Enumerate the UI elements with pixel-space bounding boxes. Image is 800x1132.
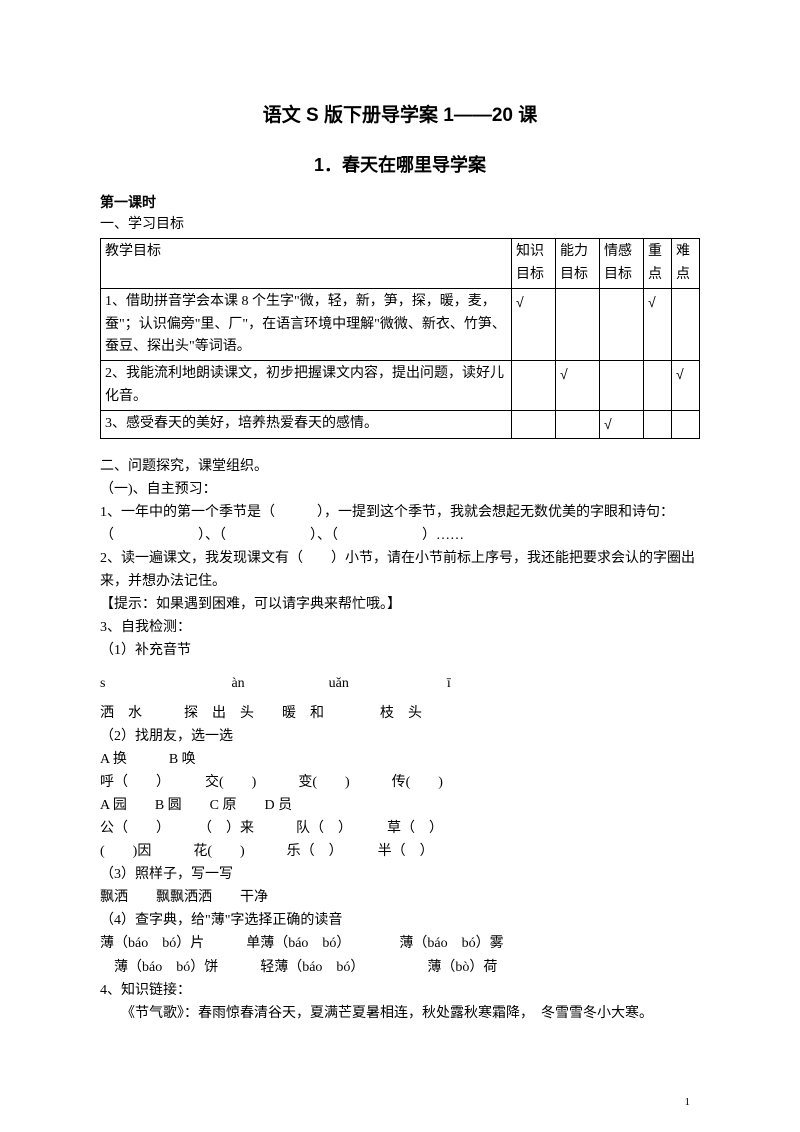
q3-3: （3）照样子，写一写 — [100, 863, 700, 886]
q3-2: （2）找朋友，选一选 — [100, 725, 700, 748]
section2-heading: 二、问题探究，课堂组织。 — [100, 455, 700, 478]
check-cell — [556, 289, 600, 361]
ab-line5: ( )因 花( ) 乐（ ） 半（ ） — [100, 840, 700, 863]
table-row: 3、感受春天的美好，培养热爱春天的感情。 √ — [101, 411, 700, 438]
check-cell — [600, 361, 644, 411]
goal-cell: 2、我能流利地朗读课文，初步把握课文内容，提出问题，读好儿化音。 — [101, 361, 512, 411]
q3: 3、自我检测： — [100, 616, 700, 639]
sub-title: 1．春天在哪里导学案 — [100, 151, 700, 177]
th-knowledge: 知识目标 — [512, 239, 556, 289]
page-number: 1 — [685, 1096, 691, 1108]
ex3-line: 飘洒 飘飘洒洒 干净 — [100, 886, 700, 909]
th-emotion: 情感目标 — [600, 239, 644, 289]
q3-4: （4）查字典，给"薄"字选择正确的读音 — [100, 909, 700, 932]
check-cell: √ — [556, 361, 600, 411]
check-cell — [512, 361, 556, 411]
check-cell — [600, 289, 644, 361]
bo-line2: 薄（báo bó）饼 轻薄（báo bó） 薄（bò）荷 — [100, 956, 700, 979]
th-goal: 教学目标 — [101, 239, 512, 289]
th-ability: 能力目标 — [556, 239, 600, 289]
jieqi: 《节气歌》：春雨惊春清谷天，夏满芒夏暑相连，秋处露秋寒霜降， 冬雪雪冬小大寒。 — [100, 1002, 700, 1025]
check-cell — [672, 289, 700, 361]
table-row: 1、借助拼音学会本课 8 个生字"微，轻，新，笋，探，暖，麦，蚕"；认识偏旁"里… — [101, 289, 700, 361]
check-cell: √ — [512, 289, 556, 361]
ab-line3: A 园 B 圆 C 原 D 员 — [100, 794, 700, 817]
main-title: 语文 S 版下册导学案 1——20 课 — [100, 100, 700, 127]
sub-2-1: （一)、自主预习： — [100, 478, 700, 501]
hanzi-row: 洒 水 探 出 头 暖 和 枝 头 — [100, 702, 700, 725]
section1-heading: 一、学习目标 — [100, 213, 700, 236]
hint: 【提示：如果遇到困难，可以请字典来帮忙哦。】 — [100, 593, 700, 616]
check-cell: √ — [672, 361, 700, 411]
goal-cell: 3、感受春天的美好，培养热爱春天的感情。 — [101, 411, 512, 438]
check-cell — [512, 411, 556, 438]
check-cell: √ — [600, 411, 644, 438]
ab-line2: 呼（ ） 交( ) 变( ) 传( ) — [100, 771, 700, 794]
th-key: 重点 — [644, 239, 672, 289]
check-cell — [556, 411, 600, 438]
th-hard: 难点 — [672, 239, 700, 289]
table-row: 2、我能流利地朗读课文，初步把握课文内容，提出问题，读好儿化音。 √ √ — [101, 361, 700, 411]
check-cell — [644, 361, 672, 411]
q4: 4、知识链接： — [100, 979, 700, 1002]
check-cell — [672, 411, 700, 438]
pinyin-row: s àn uǎn ī — [100, 672, 700, 695]
ab-line4: 公（ ） （ ）来 队（ ） 草（ ） — [100, 817, 700, 840]
lesson-label: 第一课时 — [100, 191, 700, 213]
check-cell: √ — [644, 289, 672, 361]
goal-table: 教学目标 知识目标 能力目标 情感目标 重点 难点 1、借助拼音学会本课 8 个… — [100, 238, 700, 438]
q1: 1、一年中的第一个季节是（ ），一提到这个季节，我就会想起无数优美的字眼和诗句：… — [100, 501, 700, 547]
ab-line1: A 换 B 唤 — [100, 748, 700, 771]
goal-cell: 1、借助拼音学会本课 8 个生字"微，轻，新，笋，探，暖，麦，蚕"；认识偏旁"里… — [101, 289, 512, 361]
q3-1: （1）补充音节 — [100, 639, 700, 662]
check-cell — [644, 411, 672, 438]
table-header-row: 教学目标 知识目标 能力目标 情感目标 重点 难点 — [101, 239, 700, 289]
q2: 2、读一遍课文，我发现课文有（ ）小节，请在小节前标上序号，我还能把要求会认的字… — [100, 547, 700, 593]
bo-line1: 薄（báo bó）片 单薄（báo bó） 薄（báo bó）雾 — [100, 932, 700, 955]
